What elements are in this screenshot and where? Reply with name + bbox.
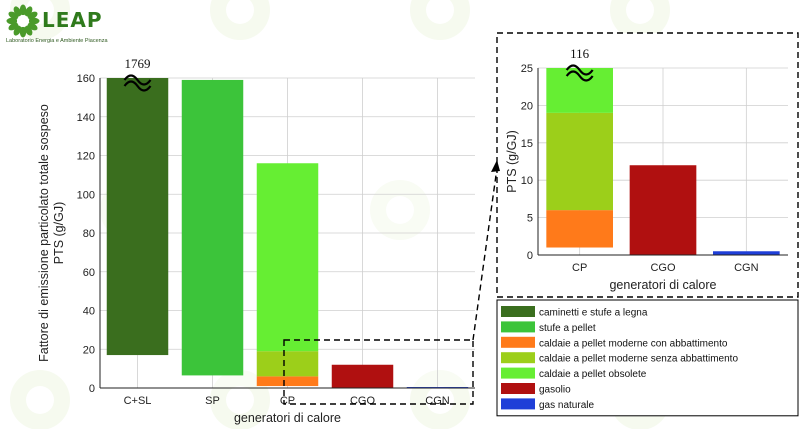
- main-bar-cgo-gasolio: [331, 364, 394, 388]
- watermark-flower: [610, 0, 670, 40]
- main-axis-break-label: 1769: [125, 56, 151, 71]
- inset-ytick-label: 0: [527, 250, 533, 262]
- inset-ytick-label: 10: [521, 175, 533, 187]
- watermark-center: [226, 386, 254, 414]
- inset-xtick-label-cgo: CGO: [650, 262, 676, 274]
- leap-logo-icon: [6, 4, 40, 38]
- inset-x-axis-title: generatori di calore: [609, 278, 716, 292]
- main-xtick-label-c-sl: C+SL: [124, 395, 152, 407]
- main-bar-cp-caldaie-a-pellet-moderne-senza-abbattimento: [256, 351, 319, 377]
- legend-swatch-gas-naturale: [501, 398, 535, 410]
- main-xtick-label-sp: SP: [205, 395, 220, 407]
- watermark-center: [626, 0, 654, 24]
- main-chart: 0 20 40 60 80 100 120 140 160 C+SL SP CP CGO CGN gener…: [37, 56, 475, 425]
- main-axis-break-mark: [123, 74, 152, 86]
- inset-y-axis-title: PTS (g/GJ): [505, 130, 519, 193]
- inset-bar-cgn-gas-naturale: [713, 251, 780, 255]
- legend-label-stufe-a-pellet: stufe a pellet: [539, 323, 596, 334]
- logo-petal: [28, 17, 40, 25]
- main-bar-cp-caldaie-a-pellet-obsolete: [256, 163, 319, 352]
- legend-swatch-caldaie-a-pellet-obsolete: [501, 367, 535, 379]
- inset-chart: 0 5 10 15 20 25 CP CGO CGN generatori di calore PT…: [496, 32, 799, 298]
- watermark-center: [26, 386, 54, 414]
- inset-axis-break-mark: [565, 64, 594, 76]
- inset-bar-cgo-gasolio: [629, 165, 697, 255]
- legend-label-caldaie-a-pellet-obsolete: caldaie a pellet obsolete: [539, 369, 647, 380]
- logo-subtitle: Laboratorio Energia e Ambiente Piacenza: [6, 38, 108, 44]
- main-ytick-label: 60: [83, 267, 95, 279]
- main-ytick-label: 140: [77, 112, 95, 124]
- legend-swatch-gasolio: [501, 383, 535, 394]
- watermark-center: [426, 0, 454, 24]
- logo-petal: [6, 17, 18, 25]
- zoom-arrowhead: [491, 160, 500, 172]
- main-ytick-label: 0: [89, 383, 95, 395]
- inset-bar-cp-caldaie-a-pellet-moderne-con-abbattimento: [546, 210, 613, 248]
- inset-ytick-label: 5: [527, 213, 533, 225]
- logo-petal: [27, 11, 38, 20]
- logo-wordmark: LEAP: [42, 8, 103, 32]
- logo-petal: [13, 6, 22, 17]
- watermark-center: [386, 196, 414, 224]
- watermark-flower: [10, 370, 70, 429]
- inset-xtick-label-cp: CP: [572, 262, 587, 274]
- leap-logo: LEAP Laboratorio Energia e Ambiente Piac…: [4, 4, 144, 48]
- main-x-axis-title: generatori di calore: [234, 411, 341, 425]
- main-xtick-label-cgn: CGN: [425, 395, 450, 407]
- legend-box: [496, 299, 799, 417]
- logo-petal: [19, 4, 27, 16]
- watermark-flower: [210, 0, 270, 40]
- watermark-center: [426, 386, 454, 414]
- logo-petal: [8, 22, 19, 31]
- main-xtick-label-cgo: CGO: [350, 395, 376, 407]
- watermark-flower: [210, 370, 270, 429]
- logo-petal: [24, 25, 33, 36]
- legend-swatch-stufe-a-pellet: [501, 321, 535, 333]
- inset-ytick-label: 25: [521, 63, 533, 75]
- zoom-connector: [283, 160, 500, 405]
- legend-label-caldaie-a-pellet-moderne-con-abbattimento: caldaie a pellet moderne con abbattiment…: [539, 338, 728, 349]
- inset-axis-break-label: 116: [570, 46, 590, 61]
- main-xtick-label-cp: CP: [280, 395, 295, 407]
- inset-ytick-label: 20: [521, 100, 533, 112]
- zoom-connector-line: [472, 167, 498, 341]
- legend: caminetti e stufe a legna stufe a pellet c…: [496, 299, 799, 417]
- legend-label-gasolio: gasolio: [539, 385, 571, 396]
- legend-label-gas-naturale: gas naturale: [539, 400, 594, 411]
- inset-ytick-label: 15: [521, 138, 533, 150]
- main-bar-sp-stufe-a-pellet: [181, 79, 244, 376]
- watermark-flower: [370, 180, 430, 240]
- zoom-region-box: [283, 339, 474, 405]
- main-bar-cp-caldaie-a-pellet-moderne-con-abbattimento: [256, 376, 319, 387]
- watermark-flower: [410, 370, 470, 429]
- main-y-axis-title: Fattore di emissione particolato totale …: [37, 104, 51, 362]
- main-ytick-label: 80: [83, 228, 95, 240]
- main-y-axis-title: PTS (g/GJ): [52, 202, 66, 265]
- inset-bar-cp-caldaie-a-pellet-moderne-senza-abbattimento: [546, 112, 613, 211]
- main-ytick-label: 100: [77, 189, 95, 201]
- legend-label-caminetti-e-stufe-a-legna: caminetti e stufe a legna: [539, 308, 648, 319]
- main-bar-c-sl-caminetti-e-stufe-a-legna: [106, 78, 169, 356]
- main-ytick-label: 20: [83, 344, 95, 356]
- watermark-flower: [410, 0, 470, 40]
- main-ytick-label: 120: [77, 151, 95, 163]
- inset-axis-break-mark: [565, 70, 594, 82]
- legend-label-caldaie-a-pellet-moderne-senza-abbattimento: caldaie a pellet moderne senza abbattime…: [539, 354, 738, 365]
- inset-xtick-label-cgn: CGN: [734, 262, 759, 274]
- main-ytick-label: 160: [77, 73, 95, 85]
- watermark-center: [226, 0, 254, 24]
- legend-swatch-caminetti-e-stufe-a-legna: [501, 306, 535, 317]
- legend-swatch-caldaie-a-pellet-moderne-senza-abbattimento: [501, 352, 535, 364]
- legend-swatch-caldaie-a-pellet-moderne-con-abbattimento: [501, 336, 535, 348]
- main-axis-break-mark: [123, 80, 152, 92]
- main-ytick-label: 40: [83, 306, 95, 318]
- logo-petal: [19, 26, 27, 38]
